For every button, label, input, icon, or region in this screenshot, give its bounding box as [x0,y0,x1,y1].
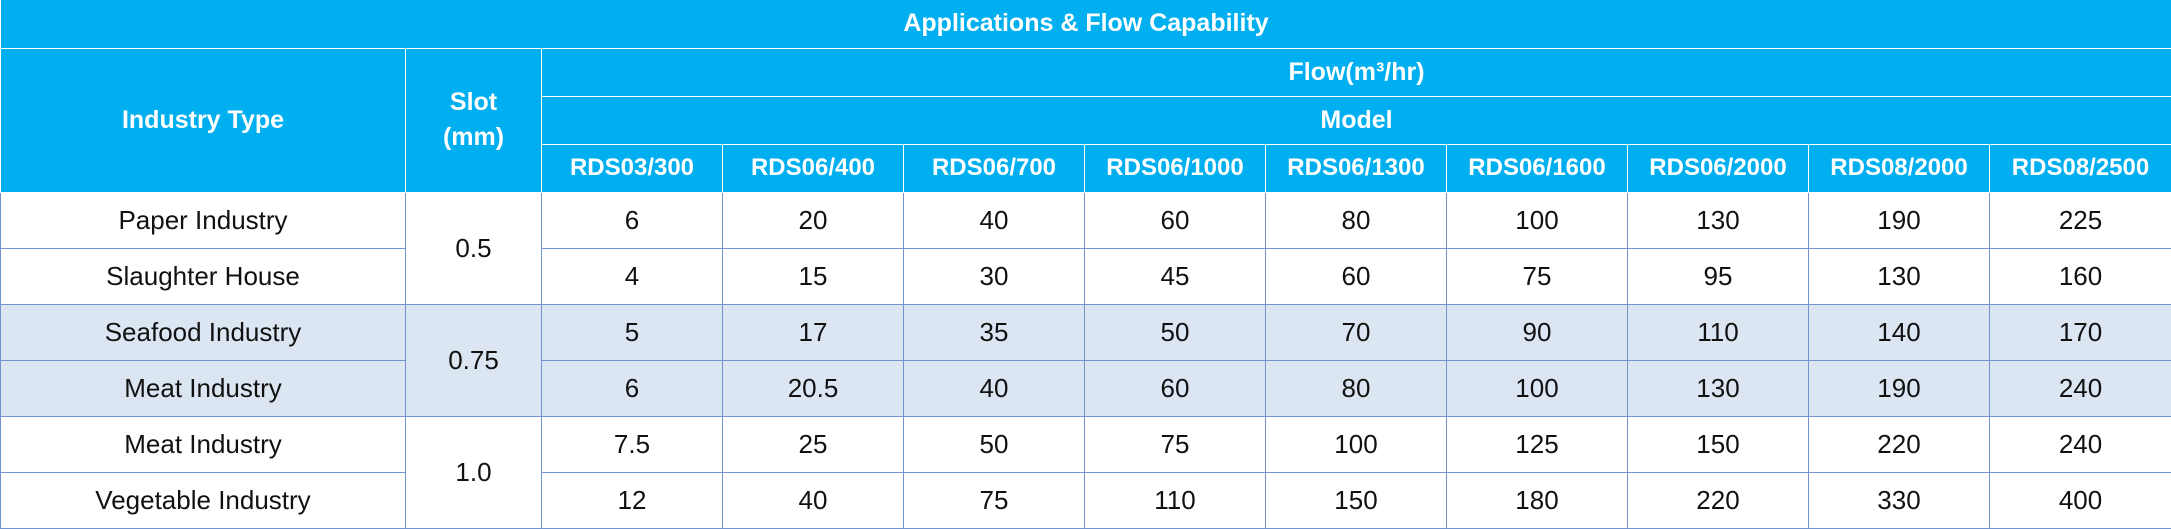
header-model-col: RDS06/700 [903,143,1085,193]
header-industry-type: Industry Type [0,47,406,193]
table-row: Seafood Industry 0.75 5 17 35 50 70 90 1… [0,303,2171,417]
industry-cell: Vegetable Industry [0,471,406,529]
flow-cell: 160 [1988,247,2171,305]
flow-cell: 130 [1627,191,1809,249]
slot-cell: 1.0 [405,415,542,529]
flow-cell: 50 [903,415,1085,473]
flow-cell: 45 [1084,247,1266,305]
flow-cell: 100 [1446,191,1628,249]
table-title: Applications & Flow Capability [0,0,2171,49]
flow-cell: 30 [903,247,1085,305]
flow-cell: 6 [541,359,723,417]
header-model-col: RDS06/1000 [1084,143,1266,193]
flow-cell: 40 [903,359,1085,417]
flow-cell: 12 [541,471,723,529]
flow-cell: 190 [1808,191,1990,249]
flow-cell: 220 [1808,415,1990,473]
flow-cell: 35 [903,303,1085,361]
flow-cell: 75 [903,471,1085,529]
flow-cell: 40 [722,471,904,529]
flow-cell: 170 [1988,303,2171,361]
header-model-col: RDS08/2500 [1988,143,2171,193]
flow-cell: 240 [1988,415,2171,473]
flow-cell: 100 [1446,359,1628,417]
flow-cell: 330 [1808,471,1990,529]
flow-cell: 20.5 [722,359,904,417]
flow-cell: 6 [541,191,723,249]
flow-cell: 225 [1988,191,2171,249]
header-model-col: RDS06/2000 [1627,143,1809,193]
header-slot: Slot (mm) [405,47,542,193]
flow-cell: 140 [1808,303,1990,361]
industry-cell: Paper Industry [0,191,406,249]
flow-cell: 60 [1084,191,1266,249]
flow-cell: 25 [722,415,904,473]
flow-cell: 130 [1627,359,1809,417]
slot-cell: 0.5 [405,191,542,305]
industry-cell: Seafood Industry [0,303,406,361]
flow-cell: 130 [1808,247,1990,305]
flow-cell: 110 [1084,471,1266,529]
flow-cell: 50 [1084,303,1266,361]
table-body: Paper Industry 0.5 6 20 40 60 80 100 130… [0,191,2171,529]
flow-cell: 100 [1265,415,1447,473]
header-slot-unit: (mm) [442,123,505,151]
industry-cell: Meat Industry [0,359,406,417]
industry-cell: Meat Industry [0,415,406,473]
table-row: Vegetable Industry 12 40 75 110 150 180 … [0,471,2171,529]
flow-cell: 110 [1627,303,1809,361]
flow-cell: 15 [722,247,904,305]
industry-cell: Slaughter House [0,247,406,305]
flow-cell: 150 [1627,415,1809,473]
flow-cell: 7.5 [541,415,723,473]
flow-cell: 95 [1627,247,1809,305]
flow-cell: 4 [541,247,723,305]
flow-cell: 60 [1084,359,1266,417]
header-model-col: RDS08/2000 [1808,143,1990,193]
flow-cell: 40 [903,191,1085,249]
flow-cell: 75 [1446,247,1628,305]
flow-cell: 20 [722,191,904,249]
header-slot-label: Slot [449,88,498,116]
header-model: Model [540,95,2171,145]
flow-cell: 17 [722,303,904,361]
flow-cell: 75 [1084,415,1266,473]
flow-cell: 80 [1265,191,1447,249]
header-model-col: RDS06/1300 [1265,143,1447,193]
flow-cell: 80 [1265,359,1447,417]
flow-cell: 90 [1446,303,1628,361]
flow-cell: 125 [1446,415,1628,473]
flow-cell: 60 [1265,247,1447,305]
header-model-col: RDS06/1600 [1446,143,1628,193]
flow-cell: 240 [1988,359,2171,417]
flow-cell: 400 [1988,471,2171,529]
table-row: Slaughter House 4 15 30 45 60 75 95 130 … [0,247,2171,305]
flow-cell: 180 [1446,471,1628,529]
flow-cell: 70 [1265,303,1447,361]
table-row: Meat Industry 1.0 7.5 25 50 75 100 125 1… [0,415,2171,529]
flow-cell: 150 [1265,471,1447,529]
table-row: Meat Industry 6 20.5 40 60 80 100 130 19… [0,359,2171,417]
table-row: Paper Industry 0.5 6 20 40 60 80 100 130… [0,191,2171,305]
header-model-col: RDS06/400 [722,143,904,193]
header-model-col: RDS03/300 [541,143,723,193]
flow-cell: 220 [1627,471,1809,529]
flow-cell: 5 [541,303,723,361]
header-flow: Flow(m³/hr) [540,47,2171,97]
slot-cell: 0.75 [405,303,542,417]
flow-cell: 190 [1808,359,1990,417]
